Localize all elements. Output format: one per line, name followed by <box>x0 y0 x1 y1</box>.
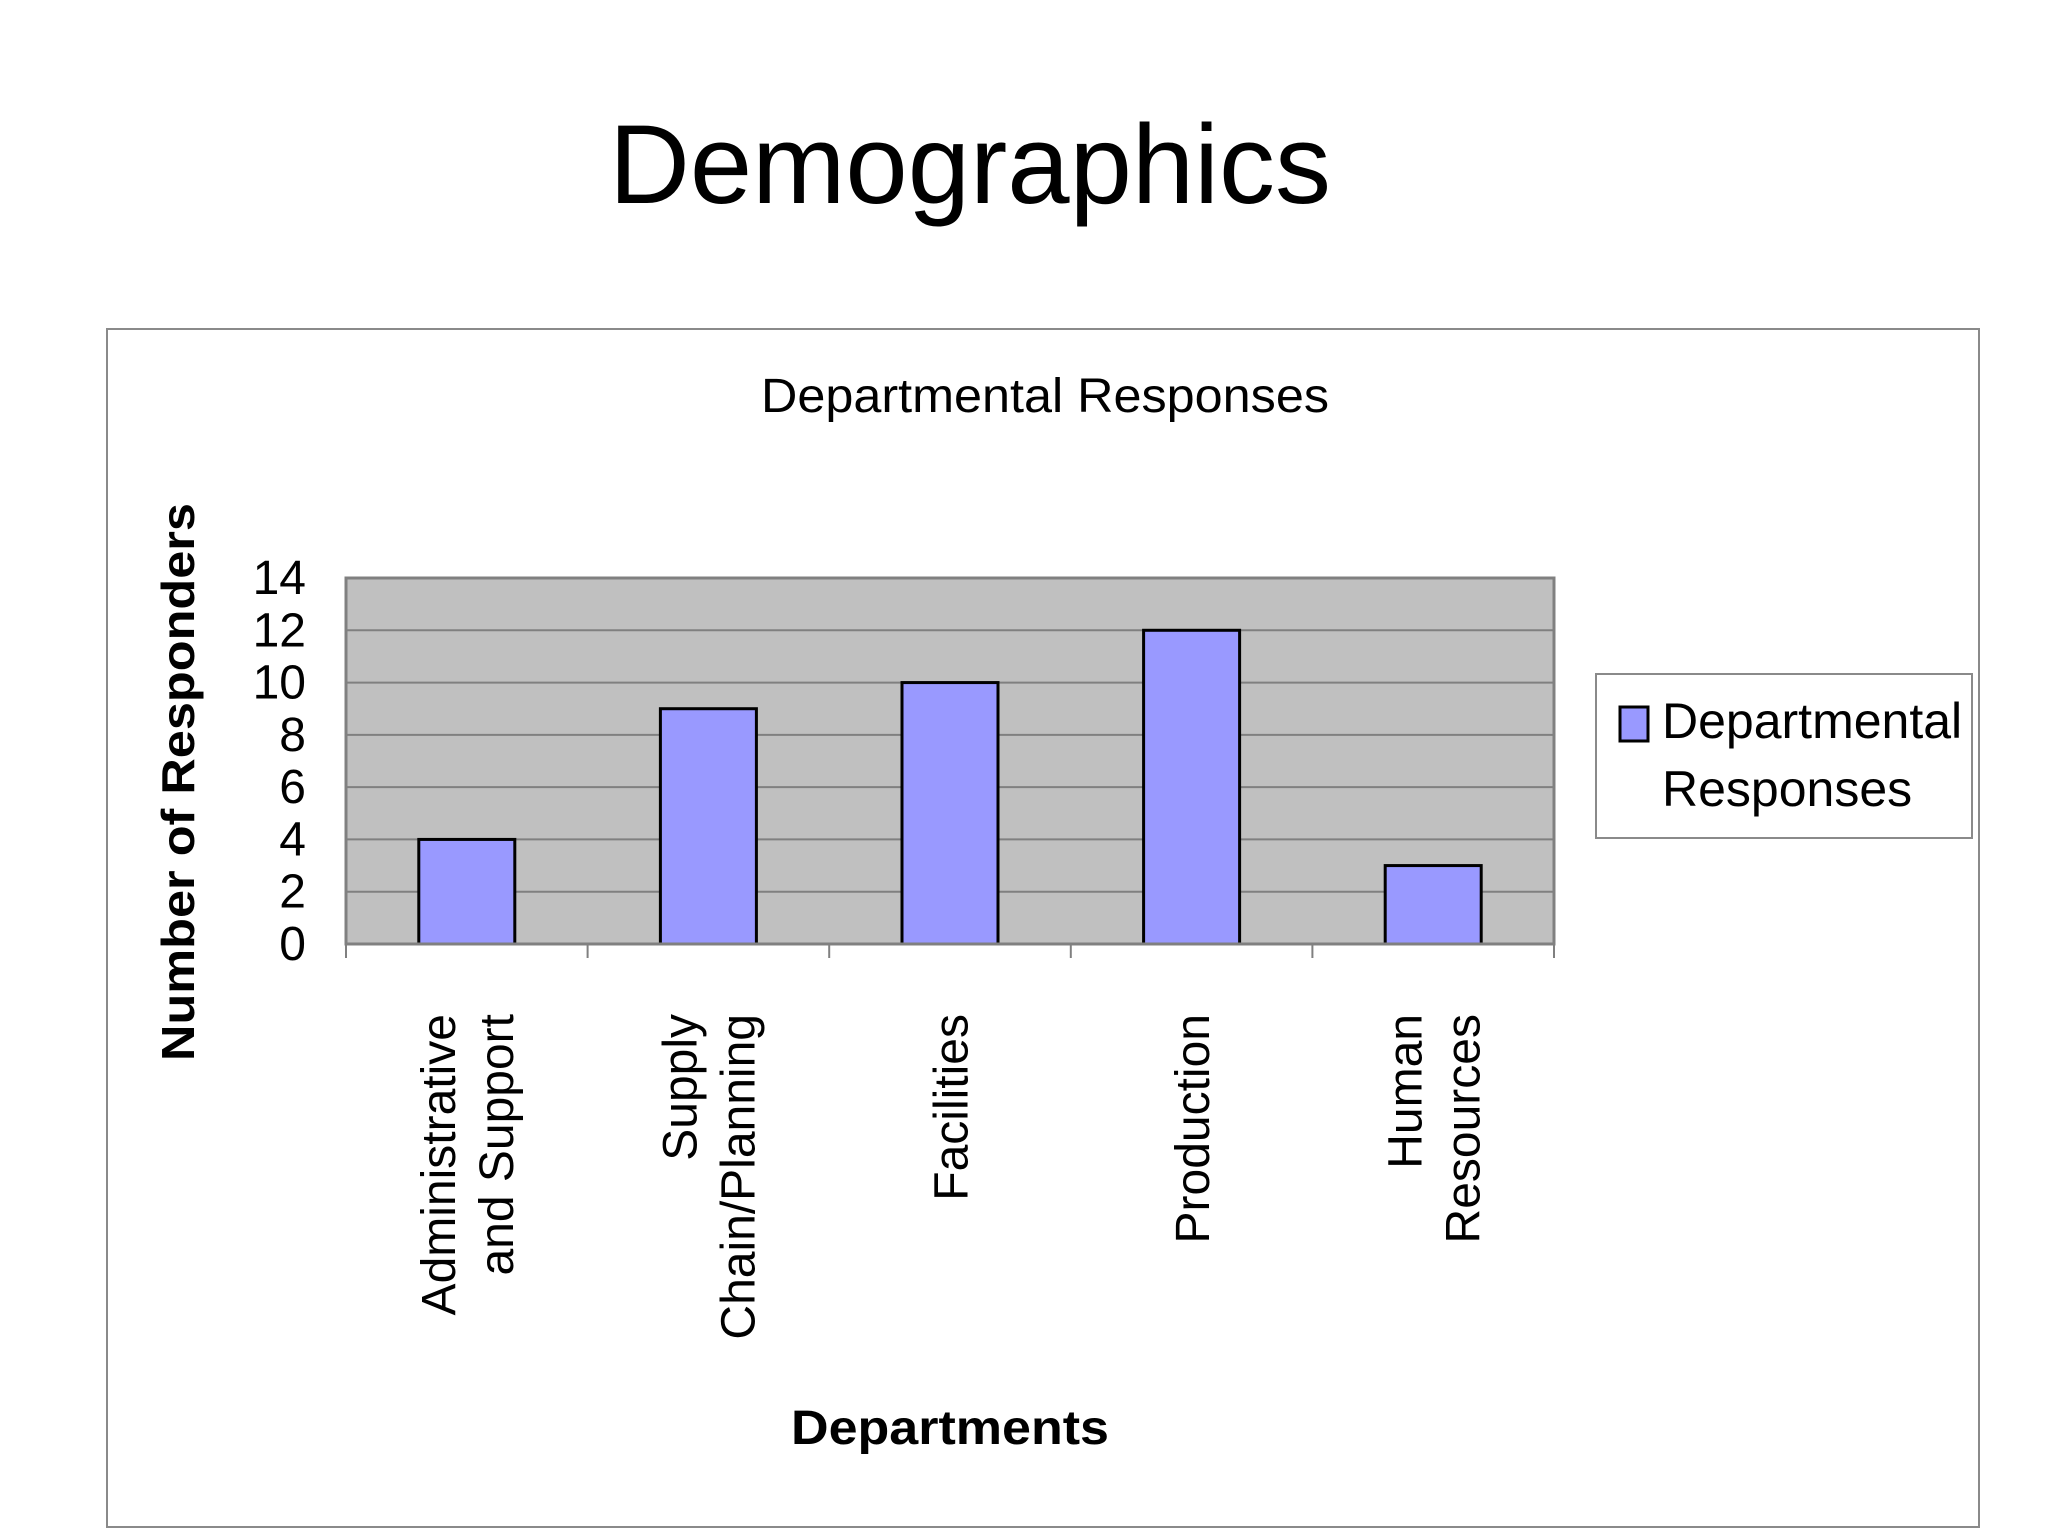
legend-box <box>1595 673 1973 839</box>
x-tick-label: Human Resources <box>1379 1014 1490 1243</box>
y-tick-label: 8 <box>279 709 306 762</box>
x-tick-label-line: Administrative <box>413 1014 466 1315</box>
x-tick-label-line: Production <box>1167 1014 1220 1243</box>
bar <box>417 837 517 946</box>
x-tick-label-line: Supply <box>655 1014 708 1161</box>
legend: Departmental Responses <box>1595 673 1973 839</box>
x-axis-tick-labels: Administrative and Support Supply Chain/Pla… <box>413 1014 1490 1340</box>
x-tick-label: Production <box>1167 1014 1220 1243</box>
y-tick-label: 0 <box>279 918 306 971</box>
x-tick-label-line: Resources <box>1437 1014 1490 1243</box>
x-tick-label: Supply Chain/Planning <box>655 1014 766 1340</box>
slide-title: Demographics <box>608 102 1332 227</box>
x-tick-label-line: Facilities <box>925 1014 978 1201</box>
y-tick-label: 4 <box>279 813 306 866</box>
bar <box>1142 628 1242 946</box>
y-tick-label: 2 <box>279 866 306 919</box>
x-axis <box>345 942 1555 958</box>
bars <box>417 628 1483 946</box>
legend-label-line: Departmental <box>1662 693 1962 749</box>
y-tick-label: 12 <box>253 604 306 657</box>
legend-label: Departmental Responses <box>1662 693 1962 817</box>
bar <box>658 707 758 946</box>
y-tick-label: 6 <box>279 761 306 814</box>
y-tick-label: 10 <box>253 657 306 710</box>
x-axis-title: Departments <box>791 1402 1109 1455</box>
bar <box>900 681 1000 946</box>
x-tick-label: Facilities <box>925 1014 978 1201</box>
legend-label-line: Responses <box>1662 761 1912 817</box>
y-axis-title: Number of Responders <box>152 503 204 1061</box>
x-tick-label-line: Human <box>1379 1014 1432 1169</box>
y-tick-label: 14 <box>253 552 306 605</box>
x-tick-label-line: Chain/Planning <box>713 1014 766 1340</box>
x-tick-label: Administrative and Support <box>413 1014 524 1315</box>
bar <box>1383 864 1483 946</box>
x-tick-label-line: and Support <box>471 1014 524 1276</box>
chart-frame: Departmental Responses 0 2 4 6 8 10 12 14 Admin… <box>106 328 1980 1528</box>
legend-swatch <box>1618 705 1650 743</box>
chart-title: Departmental Responses <box>761 370 1329 423</box>
